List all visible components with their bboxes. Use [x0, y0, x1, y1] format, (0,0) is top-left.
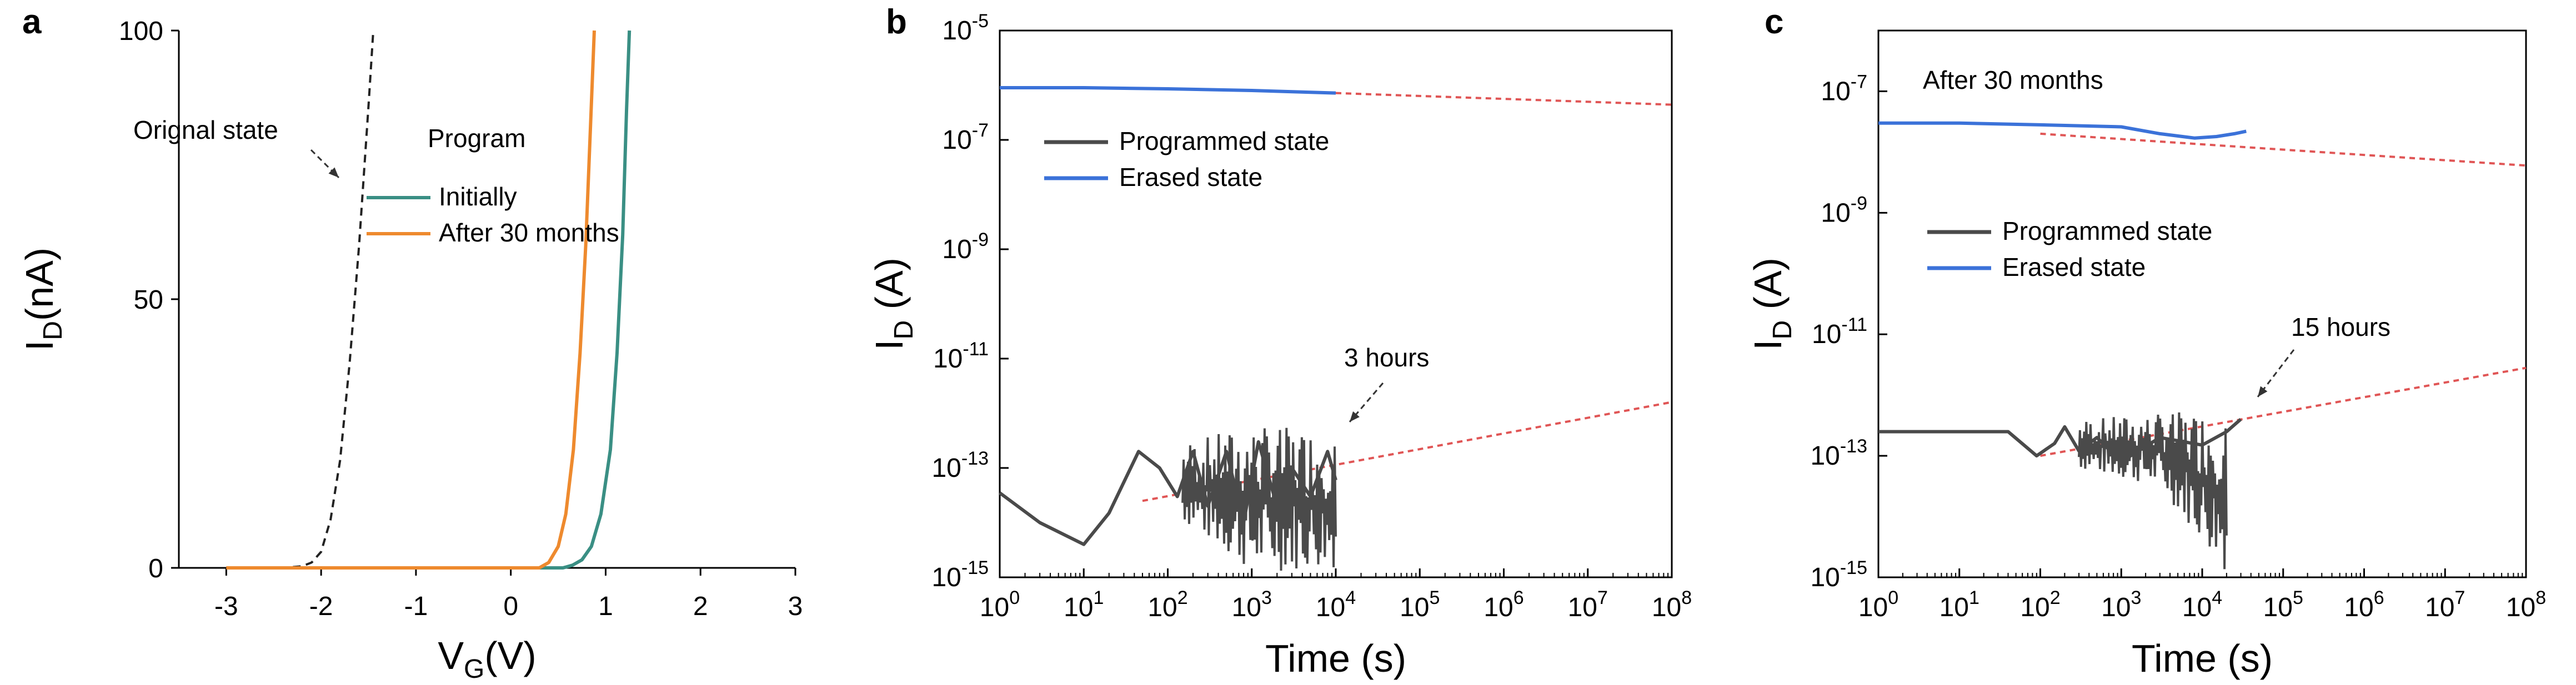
- y-tick-label: 0: [148, 554, 163, 583]
- legend-label: Initially: [439, 182, 517, 211]
- panel-letter-c: c: [1765, 3, 1783, 41]
- x-tick-label: 3: [788, 592, 803, 621]
- legend-label: Erased state: [2002, 253, 2146, 281]
- x-tick-label: 106: [2344, 587, 2384, 622]
- series-line-orignal-state: [226, 30, 375, 569]
- series-line-erased-fit: [1335, 92, 1672, 106]
- legend-label: Programmed state: [1119, 127, 1329, 155]
- x-tick-label: 108: [2506, 587, 2546, 622]
- y-tick-label: 10-7: [942, 120, 989, 155]
- panel-b: b 100 101 102 103 104 105 106 107 108 10-15 10-13 10…: [868, 3, 1692, 680]
- x-tick-label: 108: [1652, 587, 1692, 622]
- series-line-erased-state: [1878, 121, 2247, 140]
- y-axis-title: ID (A): [868, 258, 919, 350]
- panel-letter-a: a: [22, 3, 42, 41]
- annotation-text: 15 hours: [2291, 313, 2390, 341]
- series-noise-programmed-state: [1181, 427, 1337, 571]
- series-noise-programmed-state: [2078, 412, 2228, 570]
- annotation-text: After 30 months: [1923, 66, 2103, 94]
- series-line-after-30-months: [226, 30, 596, 570]
- x-tick-label: 107: [1568, 587, 1608, 622]
- series-line-erased-state: [1000, 86, 1336, 95]
- x-tick-label: 103: [1232, 587, 1272, 622]
- x-tick-label: 101: [1064, 587, 1104, 622]
- x-tick-label: 100: [1858, 587, 1898, 622]
- legend-label: Programmed state: [2002, 216, 2212, 245]
- y-tick-label: 10-7: [1821, 71, 1867, 106]
- x-tick-label: 102: [2020, 587, 2060, 622]
- panel-a: a -3 -2 -1 0 1 2 3 0 50 100 VG(V) ID(nA) Program Initi…: [18, 3, 803, 684]
- x-tick-label: 100: [980, 587, 1020, 622]
- y-tick-label: 10-15: [1810, 557, 1867, 592]
- x-axis-title: VG(V): [438, 634, 536, 684]
- y-axis-title: ID (A): [1746, 258, 1797, 350]
- series-line-erased-fit: [2040, 132, 2527, 167]
- x-tick-label: 107: [2425, 587, 2465, 622]
- x-tick-label: 105: [2263, 587, 2303, 622]
- annotation-text: Orignal state: [133, 115, 278, 144]
- x-tick-label: -1: [404, 592, 428, 621]
- y-tick-label: 10-9: [942, 229, 989, 264]
- y-tick-label: 10-11: [1812, 314, 1867, 349]
- legend-title: Program: [428, 124, 525, 153]
- y-tick-label: 100: [119, 17, 163, 46]
- y-tick-label: 10-15: [931, 557, 989, 592]
- x-tick-label: 104: [1316, 587, 1356, 622]
- y-tick-label: 10-13: [931, 448, 989, 483]
- x-tick-label: 101: [1939, 587, 1979, 622]
- y-tick-label: 10-5: [942, 11, 989, 46]
- x-axis-title: Time (s): [2132, 637, 2273, 680]
- y-tick-label: 10-13: [1810, 436, 1867, 471]
- y-axis-title: ID(nA): [18, 248, 68, 351]
- series-line-initially: [226, 30, 632, 570]
- y-tick-label: 50: [134, 285, 163, 315]
- x-tick-label: 106: [1484, 587, 1523, 622]
- legend-label: After 30 months: [439, 218, 619, 247]
- x-tick-label: 102: [1147, 587, 1187, 622]
- x-tick-label: 0: [503, 592, 518, 621]
- x-tick-label: 2: [693, 592, 708, 621]
- annotation-arrow-head: [1350, 411, 1360, 422]
- x-tick-label: 1: [598, 592, 613, 621]
- panel-letter-b: b: [886, 3, 907, 41]
- annotation-arrow-head: [2258, 386, 2268, 397]
- annotation-arrow-head: [328, 167, 339, 178]
- x-tick-label: 103: [2101, 587, 2141, 622]
- panel-c: c 100 101 102 103 104 105 106 107 108 10-15 10-13 10…: [1746, 3, 2546, 680]
- x-tick-label: -2: [309, 592, 333, 621]
- annotation-text: 3 hours: [1344, 343, 1429, 372]
- legend-label: Erased state: [1119, 163, 1262, 192]
- x-tick-label: 105: [1400, 587, 1440, 622]
- y-tick-label: 10-11: [933, 339, 989, 374]
- x-tick-label: -3: [214, 592, 238, 621]
- x-tick-label: 104: [2182, 587, 2222, 622]
- y-tick-label: 10-9: [1821, 193, 1867, 228]
- x-axis-title: Time (s): [1265, 637, 1406, 680]
